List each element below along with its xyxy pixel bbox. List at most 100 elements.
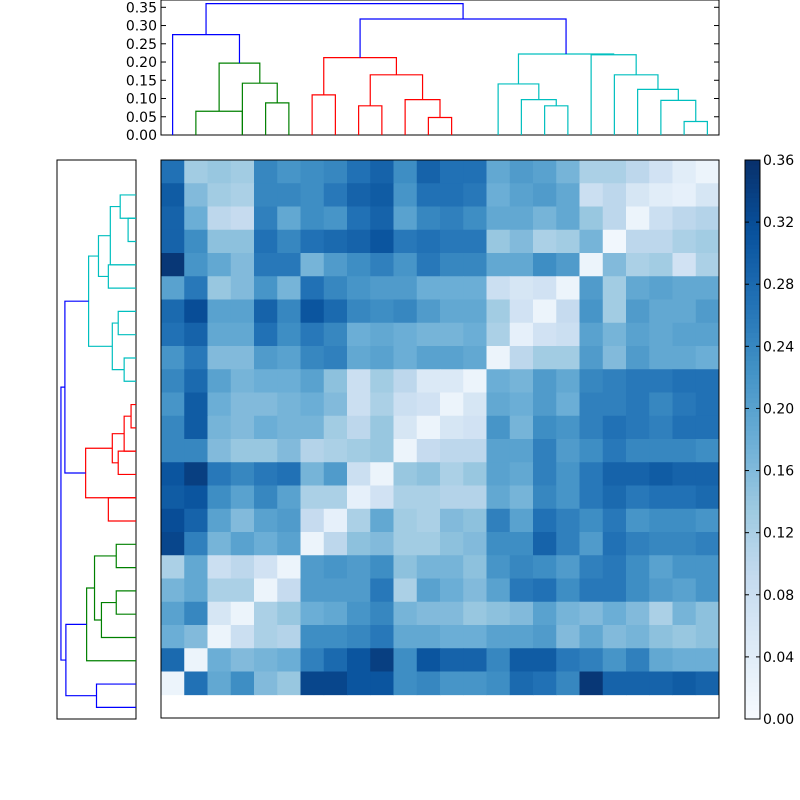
heatmap-cell (486, 532, 511, 556)
heatmap-cell (277, 322, 301, 347)
heatmap-cell (463, 253, 487, 277)
heatmap-cell (579, 508, 604, 533)
heatmap-cell (230, 625, 255, 649)
heatmap-cell (254, 601, 278, 626)
heatmap-cell (509, 415, 534, 440)
colorbar-gradient-step (745, 160, 760, 166)
heatmap-cell (626, 206, 650, 231)
colorbar-gradient-step (745, 243, 760, 250)
heatmap-cell (207, 485, 232, 510)
heatmap-cell (509, 160, 534, 184)
heatmap-cell (323, 508, 348, 533)
heatmap-cell (393, 508, 418, 533)
colorbar-gradient-step (745, 504, 760, 510)
colorbar-gradient-step (745, 378, 760, 385)
colorbar-gradient-step (745, 383, 760, 389)
heatmap-cell (463, 439, 487, 463)
heatmap-cell (416, 462, 441, 486)
heatmap-cell (207, 415, 232, 440)
heatmap-cell (579, 183, 604, 207)
heatmap-cell (277, 206, 301, 231)
heatmap-cell (626, 601, 650, 626)
heatmap-cell (347, 253, 371, 277)
colorbar-gradient-step (745, 709, 760, 715)
heatmap-cell (509, 322, 534, 347)
colorbar-gradient-step (745, 323, 760, 329)
heatmap-cell (579, 532, 604, 556)
colorbar-gradient-step (745, 402, 760, 408)
colorbar-gradient-step (745, 663, 760, 669)
heatmap-cell (323, 183, 348, 207)
heatmap-cell (393, 648, 418, 672)
heatmap-cell (556, 555, 580, 579)
colorbar-gradient-step (745, 611, 760, 618)
heatmap-cell (556, 485, 580, 510)
heatmap-cell (277, 462, 301, 486)
heatmap-cell (416, 578, 441, 603)
colorbar-gradient-step (745, 248, 760, 254)
colorbar-gradient-step (745, 551, 760, 557)
colorbar-gradient-step (745, 639, 760, 646)
heatmap-cell (347, 508, 371, 533)
heatmap-cell (416, 485, 441, 510)
heatmap-cell (649, 322, 673, 347)
heatmap-cell (486, 392, 511, 417)
heatmap-cell (579, 299, 604, 324)
colorbar-gradient-step (745, 406, 760, 413)
heatmap-cell (509, 625, 534, 649)
heatmap-cell (230, 253, 255, 277)
heatmap-cell (254, 415, 278, 440)
heatmap-cell (463, 485, 487, 510)
top-dendrogram: 0.00 0.05 0.10 0.15 0.20 0.25 0.30 0.35 (126, 0, 720, 144)
dendrogram-link (127, 217, 136, 243)
heatmap-cell (393, 415, 418, 440)
heatmap-cell (207, 532, 232, 556)
heatmap-cell (533, 346, 557, 370)
colorbar-gradient-step (745, 453, 760, 459)
heatmap-cell (463, 578, 487, 603)
heatmap-cell (230, 532, 255, 556)
y-tick-label: 0.35 (126, 0, 157, 16)
heatmap-cell (416, 508, 441, 533)
heatmap-cell (463, 648, 487, 672)
heatmap-cell (556, 299, 580, 324)
heatmap-cell (161, 508, 185, 533)
heatmap-cell (486, 555, 511, 579)
heatmap-cell (323, 253, 348, 277)
colorbar-gradient-step (745, 337, 760, 343)
heatmap-cell (602, 415, 627, 440)
heatmap-cell (626, 276, 650, 300)
heatmap-cell (602, 625, 627, 649)
heatmap-cell (556, 532, 580, 556)
colorbar-tick-label: 0.36 (763, 153, 794, 169)
heatmap-cell (207, 346, 232, 370)
heatmap-cell (230, 346, 255, 370)
heatmap-cell (184, 369, 208, 393)
heatmap-cell (602, 276, 627, 300)
heatmap-cell (393, 578, 418, 603)
heatmap-cell (556, 229, 580, 254)
heatmap-cell (161, 253, 185, 277)
heatmap-cell (230, 206, 255, 231)
heatmap-cell (300, 485, 325, 510)
dendrogram-link (85, 447, 136, 499)
colorbar-gradient-step (745, 360, 760, 366)
colorbar-gradient-step (745, 532, 760, 538)
heatmap-cell (440, 601, 464, 626)
colorbar-gradient-step (745, 444, 760, 450)
heatmap-cell (184, 555, 208, 579)
heatmap-cell (486, 183, 511, 207)
colorbar-gradient-step (745, 374, 760, 380)
heatmap-cell (393, 229, 418, 254)
colorbar-gradient-step (745, 281, 760, 287)
colorbar-gradient-step (745, 476, 760, 483)
heatmap-cell (230, 485, 255, 510)
heatmap-cell (556, 648, 580, 672)
colorbar-gradient-step (745, 528, 760, 534)
heatmap-cell (486, 206, 511, 231)
dendrogram-link (359, 18, 567, 58)
heatmap-cell (393, 625, 418, 649)
colorbar-gradient-step (745, 649, 760, 655)
heatmap-cell (626, 160, 650, 184)
heatmap-cell (254, 369, 278, 393)
